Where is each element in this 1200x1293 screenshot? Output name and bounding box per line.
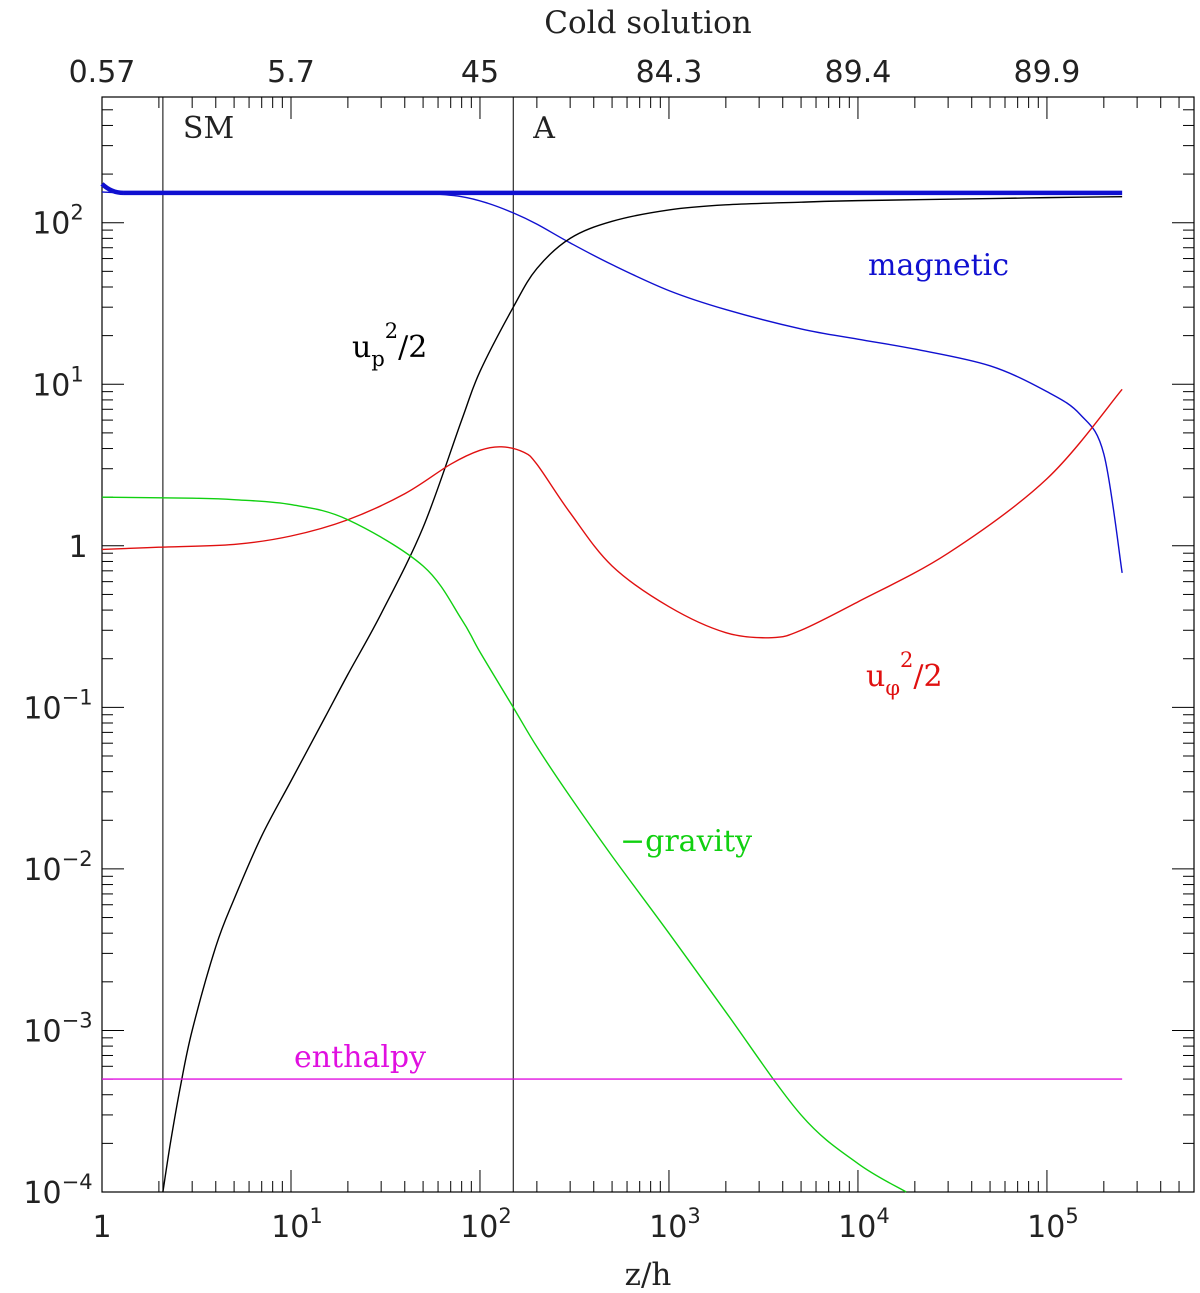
series-label-kinetic: up2/2 xyxy=(352,319,427,371)
top-axis-labels: 0.57 5.7 45 84.3 89.4 89.9 xyxy=(69,55,1081,90)
x-tick-label: 103 xyxy=(649,1204,701,1245)
chart-title: Cold solution xyxy=(544,5,751,41)
series-rotational xyxy=(101,388,1123,639)
ticks xyxy=(101,96,1195,1193)
x-tick-label: 105 xyxy=(1027,1204,1079,1245)
series-label-gravity: −gravity xyxy=(620,824,752,859)
top-axis-label: 89.9 xyxy=(1014,55,1081,90)
x-tick-label: 102 xyxy=(460,1204,512,1245)
series-line-rotational xyxy=(101,388,1123,639)
y-tick-label: 102 xyxy=(32,201,84,242)
series-label-rotational: uφ2/2 xyxy=(866,648,943,700)
series-gravity xyxy=(101,496,907,1193)
top-axis-label: 0.57 xyxy=(69,55,136,90)
vertical-markers: SM A xyxy=(162,97,555,1192)
x-axis-label: z/h xyxy=(625,1257,672,1293)
y-tick-label: 10−2 xyxy=(23,847,92,888)
top-axis-label: 45 xyxy=(461,55,499,90)
y-tick-label: 1 xyxy=(68,530,87,565)
top-axis-label: 5.7 xyxy=(267,55,315,90)
vertical-marker-label: SM xyxy=(183,111,234,146)
y-tick-label: 10−4 xyxy=(23,1170,92,1211)
series-group xyxy=(100,182,1123,1193)
top-axis-label: 89.4 xyxy=(825,55,892,90)
x-tick-labels: 1 101 102 103 104 105 xyxy=(92,1204,1078,1245)
y-tick-label: 10−3 xyxy=(23,1008,92,1049)
vertical-marker-label: A xyxy=(532,111,555,146)
series-line-gravity xyxy=(101,496,907,1193)
x-tick-label: 104 xyxy=(838,1204,890,1245)
y-tick-label: 10−1 xyxy=(23,685,92,726)
total-energy-band-start xyxy=(100,182,124,196)
series-label-magnetic: magnetic xyxy=(868,248,1009,283)
y-tick-labels: 10−4 10−3 10−2 10−1 1 101 102 xyxy=(23,201,92,1211)
series-kinetic xyxy=(162,195,1123,1193)
x-tick-label: 1 xyxy=(92,1210,111,1245)
top-axis-label: 84.3 xyxy=(636,55,703,90)
series-labels: magnetic up2/2 uφ2/2 −gravity enthalpy xyxy=(294,248,1009,1075)
x-tick-label: 101 xyxy=(271,1204,323,1245)
series-line-kinetic xyxy=(162,195,1123,1193)
series-label-enthalpy: enthalpy xyxy=(294,1040,426,1075)
y-tick-label: 101 xyxy=(32,362,84,403)
plot-frame xyxy=(101,96,1195,1193)
